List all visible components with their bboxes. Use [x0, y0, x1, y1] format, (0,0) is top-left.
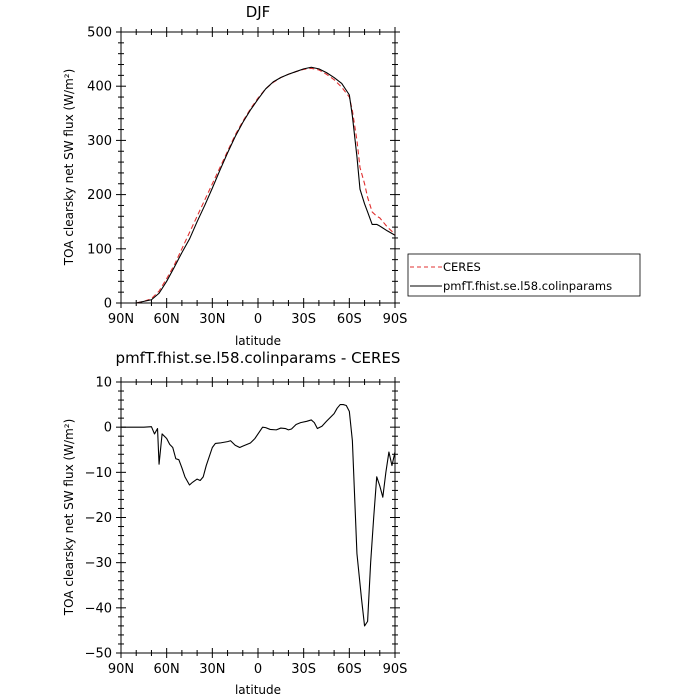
top-y-tick-label: 400: [87, 80, 112, 95]
bottom-series-line-model: [121, 404, 396, 627]
legend: CERES pmfT.fhist.se.l58.colinparams: [407, 253, 641, 297]
bottom-y-tick-label: 10: [95, 376, 112, 391]
top-x-tick-label: 30S: [291, 312, 316, 327]
bottom-y-axis-title: TOA clearsky net SW flux (W/m²): [62, 419, 76, 617]
bottom-plot-frame: [120, 381, 396, 654]
top-y-tick-label: 200: [87, 188, 112, 203]
bottom-y-tick-label: −10: [85, 466, 112, 481]
top-series-line-model: [121, 66, 396, 304]
top-x-tick-label: 90N: [108, 312, 134, 327]
legend-box: [407, 253, 641, 297]
top-chart-title: DJF: [246, 3, 271, 21]
top-ticks: 90N 60N 30N 0 30S 60S 90S 0 100 200 300 400 500: [87, 26, 407, 328]
top-x-tick-label: 30N: [199, 312, 225, 327]
top-x-tick-label: 90S: [383, 312, 408, 327]
bottom-x-tick-label: 30S: [291, 662, 316, 677]
legend-label-ceres: CERES: [443, 260, 481, 274]
top-y-tick-label: 100: [87, 242, 112, 257]
flux-panel: DJF 90N 60N 30N 0 30S 60S 90S0100200300400500 …: [62, 3, 407, 348]
top-lines: [121, 66, 396, 304]
bottom-x-axis-title: latitude: [235, 683, 281, 697]
bottom-x-tick-label: 60S: [337, 662, 362, 677]
bottom-chart-title: pmfT.fhist.se.l58.colinparams - CERES: [116, 349, 401, 367]
top-y-tick-label: 300: [87, 134, 112, 149]
bottom-x-tick-label: 90S: [383, 662, 408, 677]
bottom-y-tick-label: −20: [85, 511, 112, 526]
legend-label-model: pmfT.fhist.se.l58.colinparams: [443, 279, 612, 293]
top-x-tick-label: 60S: [337, 312, 362, 327]
top-plot-frame: [120, 31, 396, 304]
top-x-tick-label: 60N: [154, 312, 180, 327]
top-series-line-ceres: [121, 67, 396, 304]
bottom-x-tick-label: 90N: [108, 662, 134, 677]
bottom-lines: [121, 404, 396, 627]
top-y-tick-label: 0: [104, 297, 112, 312]
bottom-y-tick-label: 0: [104, 421, 112, 436]
bottom-x-tick-label: 0: [254, 662, 262, 677]
top-x-axis-title: latitude: [235, 334, 281, 348]
bottom-x-tick-label: 60N: [154, 662, 180, 677]
top-x-tick-label: 0: [254, 312, 262, 327]
bottom-y-tick-label: −30: [85, 556, 112, 571]
bottom-ticks: 90N 60N 30N 0 30S 60S 90S 10 0 −10 −20 −30 −40 −50: [85, 376, 408, 678]
top-y-tick-label: 500: [87, 26, 112, 41]
bottom-y-tick-label: −50: [85, 647, 112, 662]
difference-panel: pmfT.fhist.se.l58.colinparams - CERES 90…: [62, 349, 407, 697]
bottom-y-tick-label: −40: [85, 601, 112, 616]
bottom-x-tick-label: 30N: [199, 662, 225, 677]
top-y-axis-title: TOA clearsky net SW flux (W/m²): [62, 69, 76, 267]
